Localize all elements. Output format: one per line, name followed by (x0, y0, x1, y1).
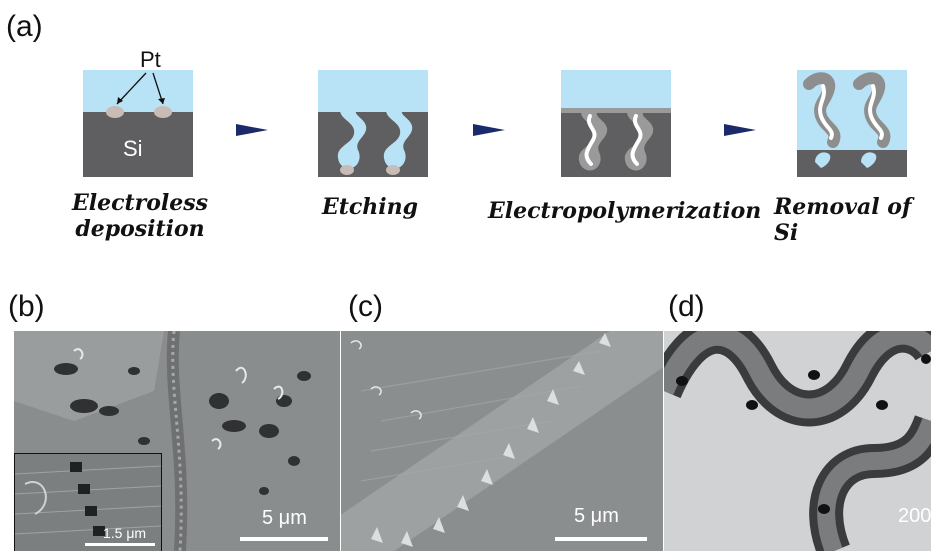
inset-texture (14, 462, 162, 546)
inset-scale-label: 1.5 μm (103, 525, 147, 541)
step-2-title: Etching (321, 194, 419, 220)
solution-layer (561, 70, 671, 112)
etched-pores (337, 110, 413, 175)
panel-c-label: (c) (348, 290, 383, 323)
scale-bar-c (555, 537, 647, 541)
step-2-diagram (318, 70, 428, 177)
scale-label-b: 5 μm (262, 507, 307, 529)
polymer-coated-pores (561, 108, 671, 171)
step-3-title: Electropolymerization (488, 198, 762, 224)
solution-layer (318, 70, 428, 112)
panel-b-label: (b) (8, 290, 45, 323)
scale-label-c: 5 μm (574, 505, 619, 527)
si-label: Si (123, 136, 143, 161)
process-arrow-1 (236, 124, 268, 136)
step-4-diagram (797, 70, 907, 177)
panel-a-label: (a) (6, 10, 43, 43)
silicon-substrate (561, 112, 671, 177)
inset-image: 1.5 μm (14, 453, 162, 551)
tem-image-d: 200 (664, 331, 931, 551)
sem-image-c: 5 μm (341, 331, 663, 551)
step-1-diagram (83, 70, 193, 177)
silicon-substrate (83, 112, 193, 177)
step-3-diagram (561, 70, 671, 177)
step-1-title: Electroless deposition (60, 190, 220, 242)
step-1-title-line1: Electroless (71, 190, 209, 216)
silicon-remainder (797, 150, 907, 177)
pt-particles (106, 72, 172, 118)
panel-d-label: (d) (668, 290, 705, 323)
scale-label-d: 200 (898, 505, 931, 527)
scale-bar-b (240, 537, 328, 541)
step-4-title: Removal of Si (774, 194, 912, 246)
process-arrow-2 (473, 124, 505, 136)
released-tubes (803, 72, 891, 168)
step-1-title-line2: deposition (75, 216, 205, 242)
solution-layer (83, 70, 193, 112)
sem-image-b: 1.5 μm 5 μm (14, 331, 340, 551)
process-arrow-3 (724, 124, 756, 136)
tem-d-texture (664, 331, 931, 551)
sem-c-texture (341, 331, 663, 551)
pt-label: Pt (140, 47, 161, 72)
